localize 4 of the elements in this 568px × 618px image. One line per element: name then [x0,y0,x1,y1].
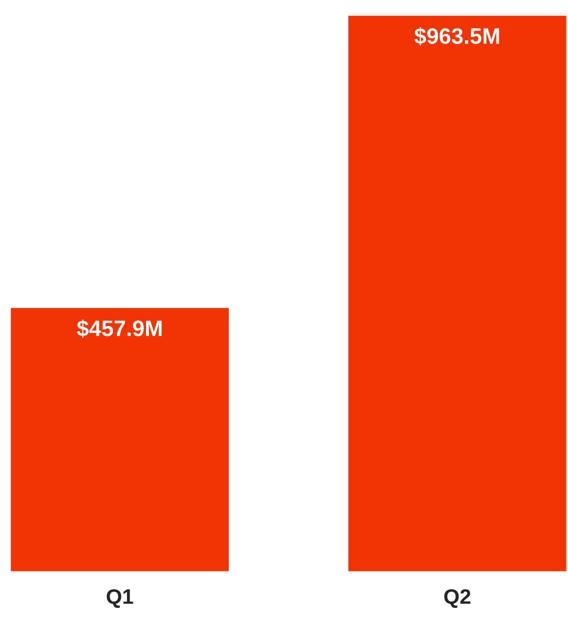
data-label: $457.9M [76,320,162,338]
x-tick-label: Q2 [444,589,470,608]
x-tick-label: Q1 [106,589,134,608]
data-label: $963.5M [414,27,500,46]
